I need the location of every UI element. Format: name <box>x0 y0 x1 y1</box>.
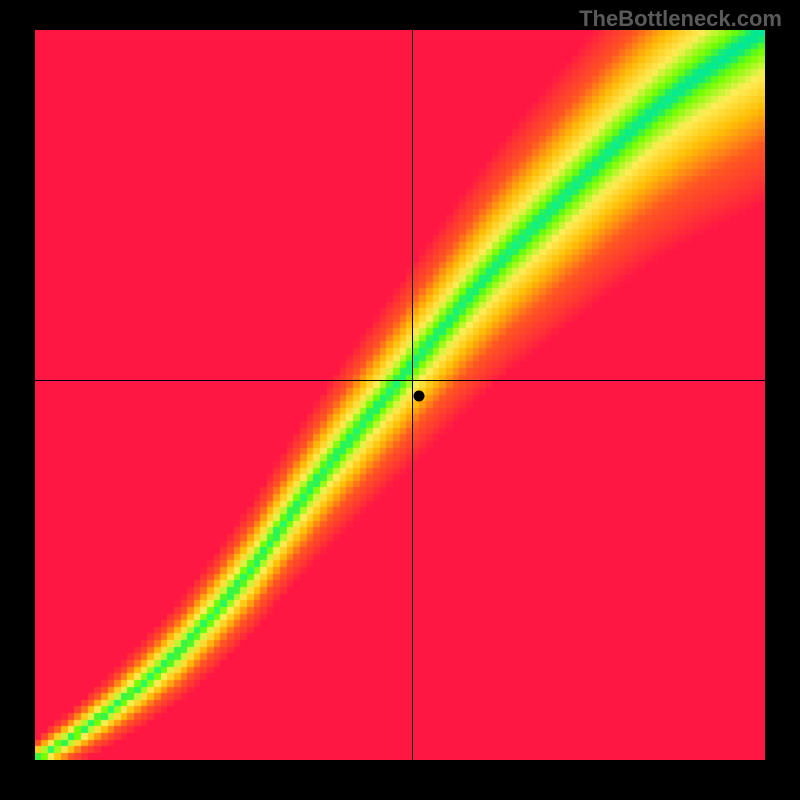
crosshair-horizontal <box>35 380 765 382</box>
heatmap-plot <box>35 30 765 760</box>
crosshair-marker-dot <box>413 391 424 402</box>
heatmap-canvas <box>35 30 765 760</box>
watermark-text: TheBottleneck.com <box>579 6 782 32</box>
